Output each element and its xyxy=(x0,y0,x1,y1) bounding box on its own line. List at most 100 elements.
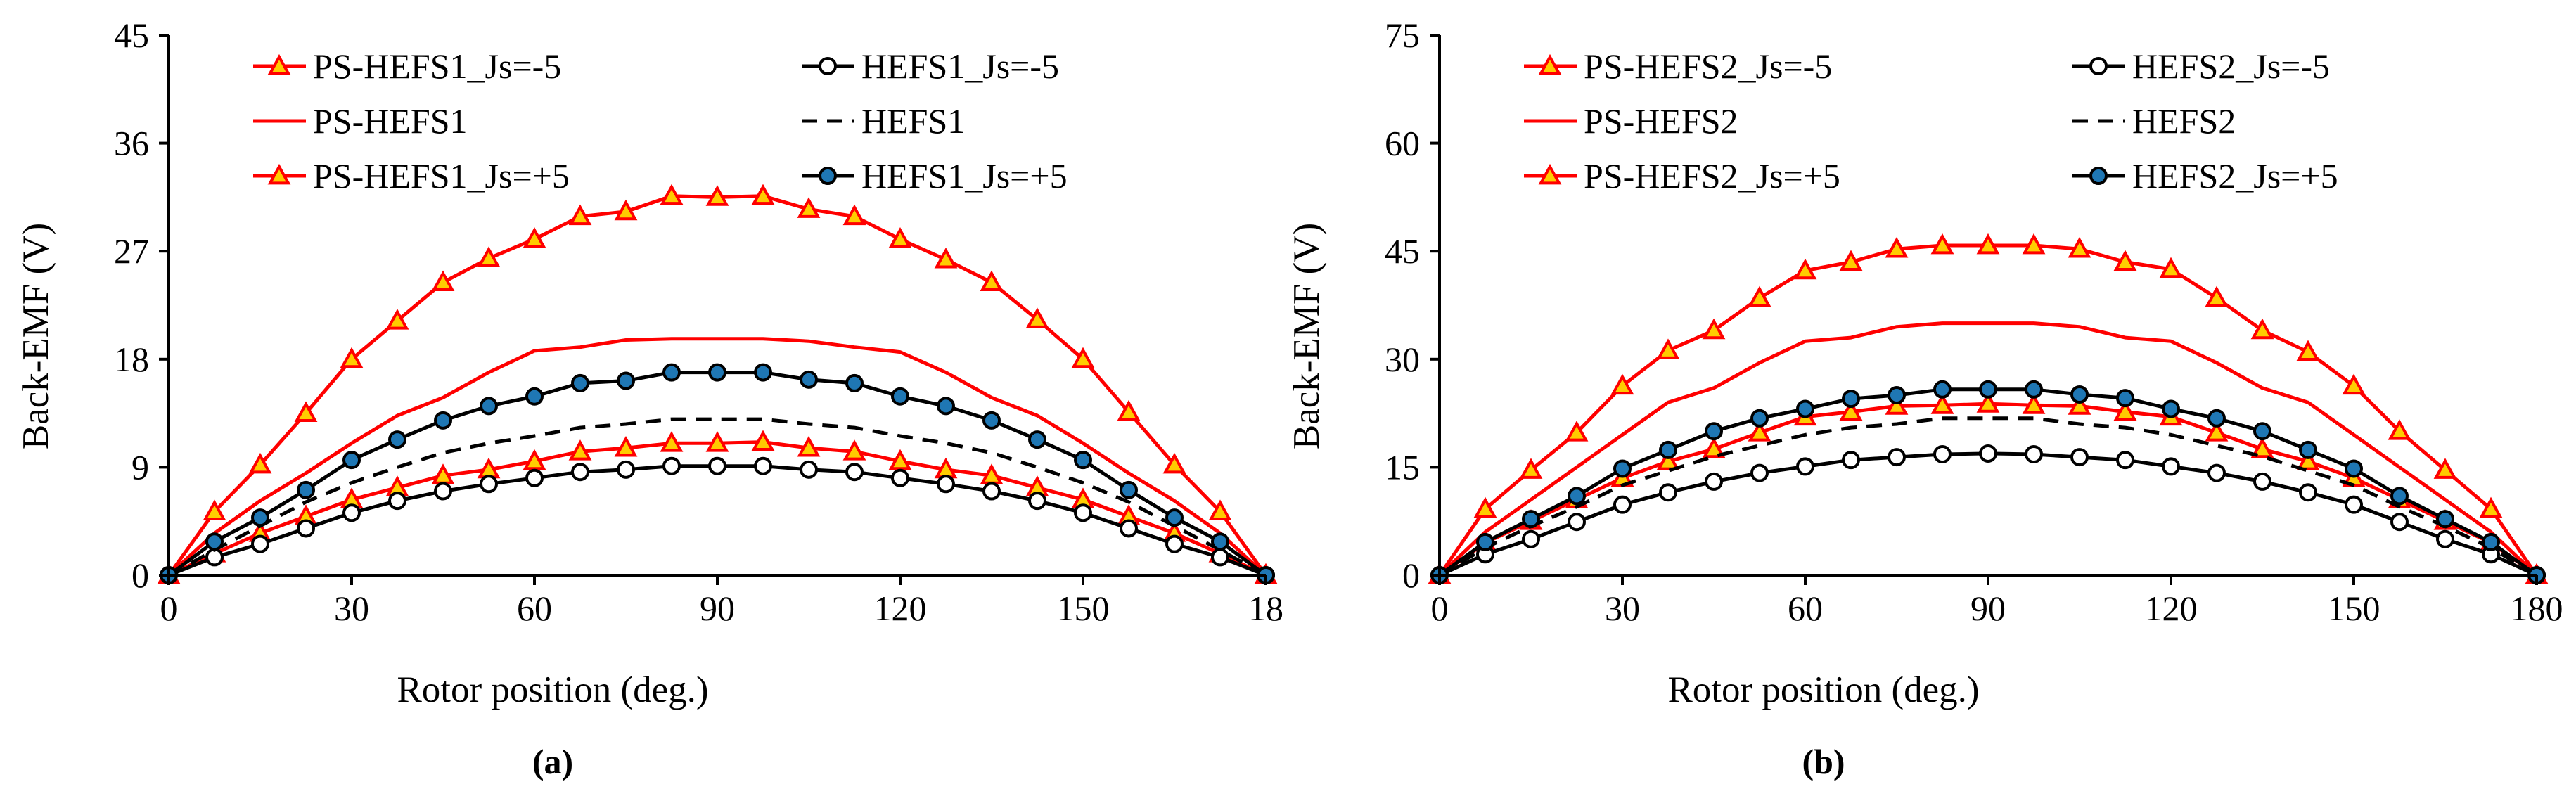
series-point-PS-HEFS1_Js=+5 xyxy=(385,309,409,330)
series-point-HEFS1_Js=-5 xyxy=(1074,503,1092,522)
series-point-PS-HEFS1_Js=-5 xyxy=(797,435,821,457)
series-point-HEFS1_Js=-5 xyxy=(480,475,498,494)
series-point-HEFS1_Js=-5 xyxy=(1211,548,1229,567)
y-tick-label: 27 xyxy=(114,231,149,271)
series-point-PS-HEFS1_Js=+5 xyxy=(568,204,592,226)
series-point-PS-HEFS1_Js=+5 xyxy=(1162,452,1186,474)
x-tick-label: 150 xyxy=(1057,589,1110,628)
series-point-PS-HEFS2_Js=+5 xyxy=(1610,373,1634,395)
x-tick-label: 90 xyxy=(1971,589,2006,628)
series-point-HEFS1_Js=+5 xyxy=(571,373,589,392)
series-point-HEFS2_Js=+5 xyxy=(2253,422,2271,441)
series-point-HEFS1_Js=-5 xyxy=(434,482,452,501)
series-line-HEFS1 xyxy=(167,417,1267,577)
x-tick-label: 30 xyxy=(334,589,369,628)
series-point-HEFS1_Js=+5 xyxy=(434,411,452,430)
series-point-PS-HEFS1_Js=+5 xyxy=(523,227,546,248)
series-point-HEFS2_Js=-5 xyxy=(1750,463,1769,482)
series-point-PS-HEFS1_Js=+5 xyxy=(660,184,684,205)
series-point-HEFS1_Js=+5 xyxy=(297,480,315,499)
series-point-HEFS1_Js=+5 xyxy=(1211,532,1229,551)
series-point-HEFS1_Js=+5 xyxy=(1120,480,1138,499)
legend-label-HEFS2_Js=-5: HEFS2_Js=-5 xyxy=(2132,46,2330,86)
panel-b-legend: PS-HEFS2_Js=-5 HEFS2_Js=-5 PS-HEFS2 HEFS2 PS… xyxy=(1524,46,2338,195)
series-point-PS-HEFS1_Js=+5 xyxy=(934,248,958,269)
series-point-HEFS1_Js=+5 xyxy=(205,532,224,551)
series-point-PS-HEFS1_Js=+5 xyxy=(614,199,638,221)
series-point-PS-HEFS2_Js=+5 xyxy=(2250,318,2274,340)
series-point-HEFS2_Js=-5 xyxy=(1888,448,1906,467)
series-point-HEFS2_Js=-5 xyxy=(2116,451,2134,470)
series-point-HEFS2_Js=+5 xyxy=(1476,532,1494,551)
series-point-PS-HEFS2_Js=+5 xyxy=(2388,419,2411,440)
series-point-PS-HEFS1_Js=+5 xyxy=(294,401,318,422)
panel-a-axes-layer xyxy=(159,34,1267,585)
series-point-PS-HEFS2_Js=+5 xyxy=(2159,257,2183,278)
series-line-PS-HEFS2 xyxy=(1438,321,2538,577)
series-point-PS-HEFS1_Js=+5 xyxy=(1025,307,1049,328)
series-point-HEFS2_Js=+5 xyxy=(2116,389,2134,408)
series-point-HEFS1_Js=-5 xyxy=(525,468,544,487)
series-point-HEFS2_Js=+5 xyxy=(2207,409,2226,428)
series-point-PS-HEFS2_Js=-5 xyxy=(2296,449,2320,470)
series-point-HEFS2_Js=-5 xyxy=(1979,444,1997,463)
series-point-HEFS2_Js=+5 xyxy=(2299,440,2317,459)
series-point-PS-HEFS1_Js=-5 xyxy=(751,430,775,451)
series-point-HEFS2_Js=-5 xyxy=(2207,463,2226,482)
legend-label-PS-HEFS1_Js=-5: PS-HEFS1_Js=-5 xyxy=(313,46,561,86)
panel-a-ticks-layer: 0 9 18 27 36 45 0 30 60 90 120 150 18 xyxy=(114,15,1283,628)
series-point-HEFS2_Js=+5 xyxy=(1842,390,1860,409)
y-tick-label: 75 xyxy=(1385,15,1420,55)
series-point-PS-HEFS2_Js=+5 xyxy=(2296,340,2320,361)
series-point-HEFS1_Js=+5 xyxy=(617,371,635,390)
series-point-PS-HEFS2_Js=+5 xyxy=(2022,233,2046,255)
series-point-PS-HEFS1_Js=+5 xyxy=(1208,499,1232,520)
x-tick-label: 90 xyxy=(700,589,735,628)
series-point-PS-HEFS2_Js=+5 xyxy=(1976,233,2000,255)
y-tick-label: 36 xyxy=(114,124,149,163)
series-point-PS-HEFS1_Js=+5 xyxy=(842,204,866,226)
series-point-PS-HEFS1_Js=+5 xyxy=(203,499,226,520)
series-point-PS-HEFS2_Js=-5 xyxy=(1885,394,1909,415)
series-point-HEFS2_Js=+5 xyxy=(1568,487,1586,506)
series-point-HEFS1_Js=+5 xyxy=(1028,430,1046,449)
series-point-HEFS2_Js=-5 xyxy=(1842,451,1860,470)
panel-a-series-layer xyxy=(157,184,1278,584)
panel-b-series-layer xyxy=(1428,233,2549,584)
x-tick-label: 60 xyxy=(517,589,552,628)
legend-label-HEFS1_Js=+5: HEFS1_Js=+5 xyxy=(861,156,1068,195)
panel-a-y-axis-title: Back-EMF (V) xyxy=(15,223,56,449)
series-point-HEFS1_Js=-5 xyxy=(1120,519,1138,538)
y-tick-label: 45 xyxy=(1385,231,1420,271)
legend-label-HEFS2: HEFS2 xyxy=(2132,101,2236,141)
series-point-HEFS1_Js=-5 xyxy=(982,482,1001,501)
legend-label-PS-HEFS2: PS-HEFS2 xyxy=(1584,101,1738,141)
series-point-HEFS1_Js=+5 xyxy=(342,451,361,470)
series-point-HEFS2_Js=-5 xyxy=(2390,513,2409,532)
series-point-HEFS2_Js=+5 xyxy=(1613,459,1632,478)
series-point-HEFS2_Js=-5 xyxy=(2299,483,2317,502)
series-point-PS-HEFS1_Js=+5 xyxy=(340,347,364,368)
series-point-HEFS2_Js=+5 xyxy=(1750,409,1769,428)
series-point-HEFS2_Js=-5 xyxy=(1933,444,1952,463)
panel-b-axes-layer xyxy=(1430,34,2538,585)
series-point-HEFS2_Js=+5 xyxy=(1933,380,1952,399)
series-point-PS-HEFS1_Js=-5 xyxy=(523,449,546,470)
series-point-HEFS1_Js=+5 xyxy=(845,373,864,392)
series-point-HEFS2_Js=+5 xyxy=(2025,380,2043,399)
series-point-HEFS1_Js=+5 xyxy=(1165,508,1184,527)
series-point-HEFS1_Js=+5 xyxy=(251,508,269,527)
series-point-PS-HEFS1_Js=-5 xyxy=(660,431,684,452)
series-point-PS-HEFS1_Js=+5 xyxy=(797,197,821,218)
panel-a-legend: PS-HEFS1_Js=-5 HEFS1_Js=-5 PS-HEFS1 HEFS1 PS… xyxy=(253,46,1068,195)
series-point-HEFS1_Js=-5 xyxy=(800,460,818,479)
series-point-PS-HEFS2_Js=-5 xyxy=(2022,393,2046,414)
series-point-HEFS2_Js=-5 xyxy=(1522,529,1540,548)
series-point-HEFS2_Js=+5 xyxy=(2162,399,2180,418)
series-point-PS-HEFS2_Js=+5 xyxy=(2068,237,2091,258)
series-point-PS-HEFS1_Js=-5 xyxy=(888,449,912,470)
series-point-HEFS1_Js=+5 xyxy=(480,397,498,416)
series-point-PS-HEFS2_Js=+5 xyxy=(1473,496,1497,518)
series-point-PS-HEFS2_Js=+5 xyxy=(1519,458,1543,479)
